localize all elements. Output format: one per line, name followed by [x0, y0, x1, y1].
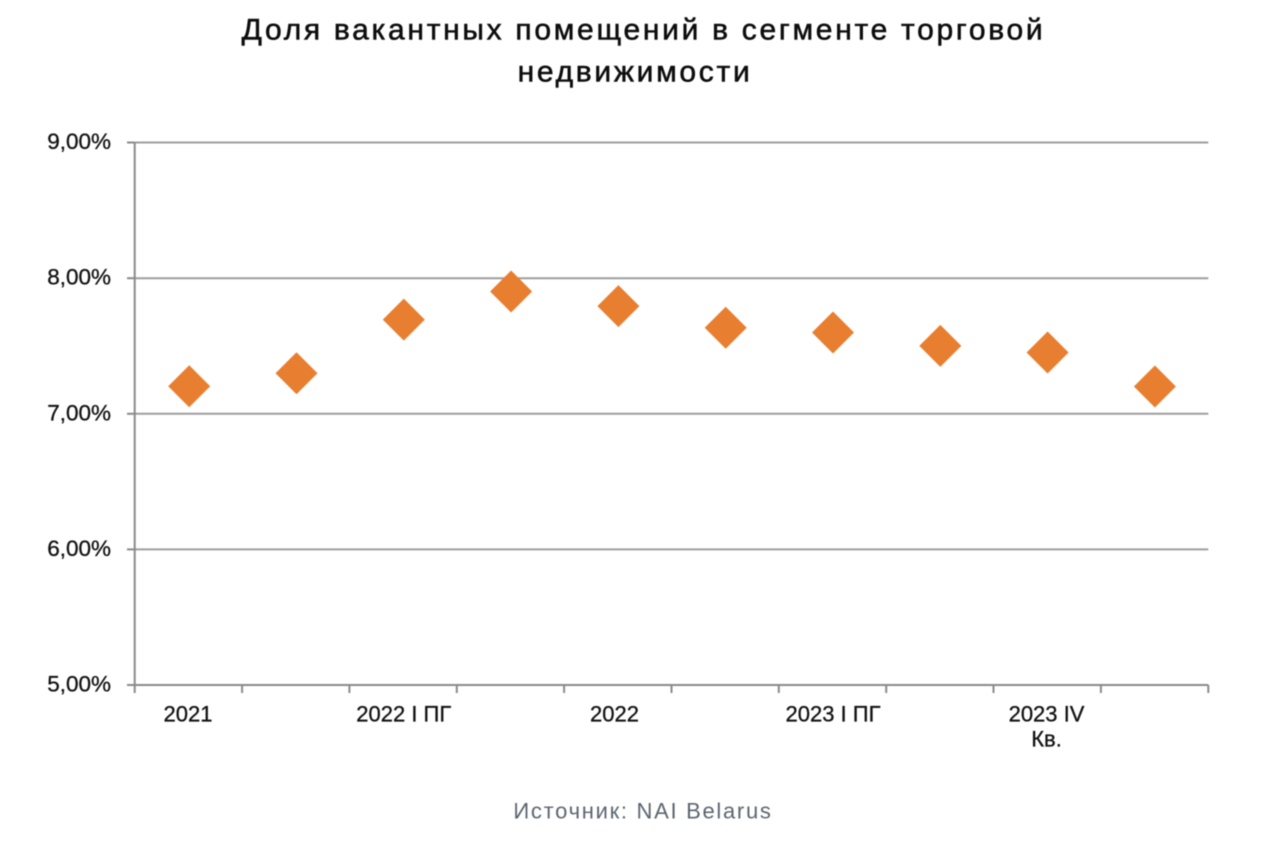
svg-text:2023 I ПГ: 2023 I ПГ: [785, 701, 880, 726]
svg-text:2021: 2021: [164, 701, 213, 726]
svg-text:Источник: NAI Belarus: Источник: NAI Belarus: [513, 799, 772, 824]
svg-text:2022: 2022: [590, 701, 639, 726]
svg-text:2023 IV: 2023 IV: [1009, 701, 1085, 726]
svg-text:9,00%: 9,00%: [47, 129, 111, 154]
svg-text:Доля вакантных помещений в сег: Доля вакантных помещений в сегменте торг…: [242, 14, 1046, 47]
svg-text:недвижимости: недвижимости: [518, 56, 753, 89]
svg-text:Кв.: Кв.: [1031, 727, 1062, 752]
svg-text:8,00%: 8,00%: [47, 265, 111, 290]
svg-text:6,00%: 6,00%: [47, 536, 111, 561]
svg-text:2022 I ПГ: 2022 I ПГ: [356, 701, 451, 726]
svg-text:5,00%: 5,00%: [47, 672, 111, 697]
svg-text:7,00%: 7,00%: [47, 400, 111, 425]
